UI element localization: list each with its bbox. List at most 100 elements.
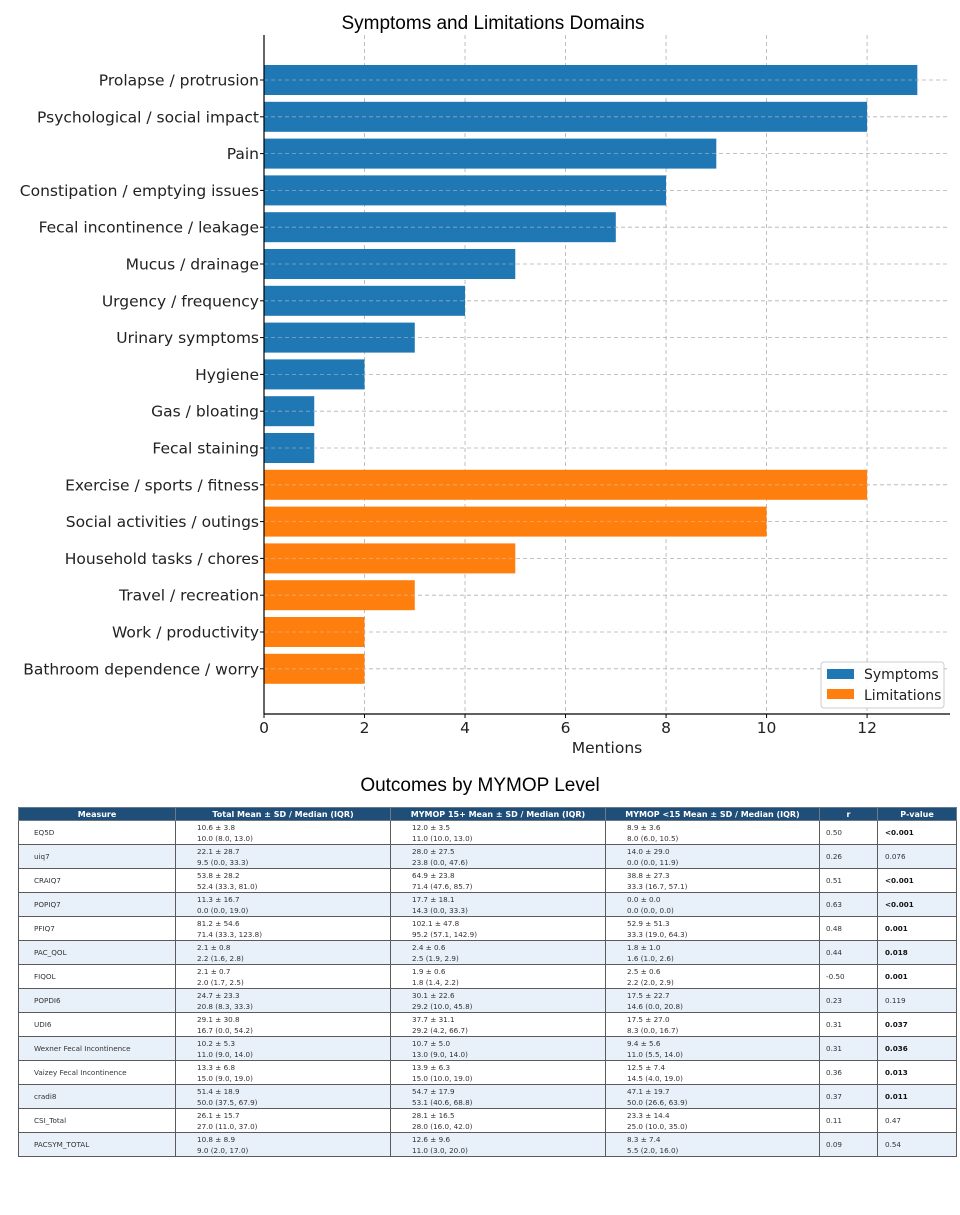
cell-low: 12.5 ± 7.4 14.5 (4.0, 19.0) <box>605 1060 820 1085</box>
table-row: PACSYM_TOTAL 10.8 ± 8.9 9.0 (2.0, 17.0) 12.… <box>18 1132 957 1157</box>
mean-sd: 37.7 ± 31.1 <box>412 1014 455 1024</box>
r-value: 0.63 <box>826 900 843 909</box>
y-tick-label: Urgency / frequency <box>102 292 259 310</box>
mean-sd: 12.5 ± 7.4 <box>627 1062 666 1072</box>
cell-low: 17.5 ± 27.0 8.3 (0.0, 16.7) <box>605 1012 820 1037</box>
cell-total: 2.1 ± 0.8 2.2 (1.6, 2.8) <box>175 940 391 965</box>
measure-name: FIQOL <box>34 972 56 981</box>
x-tick-label: 10 <box>757 719 777 737</box>
p-value: 0.013 <box>885 1068 908 1077</box>
cell-measure: CSI_Total <box>18 1108 176 1133</box>
mean-sd: 52.9 ± 51.3 <box>627 918 670 928</box>
col-header-mymop-low: MYMOP <15 Mean ± SD / Median (IQR) <box>605 807 820 821</box>
cell-total: 10.6 ± 3.8 10.0 (8.0, 13.0) <box>175 820 391 845</box>
mean-sd: 28.1 ± 16.5 <box>412 1110 455 1120</box>
bar-chart: Symptoms and Limitations Domains Prolaps… <box>20 13 950 757</box>
cell-measure: Vaizey Fecal Incontinence <box>18 1060 176 1085</box>
p-value: <0.001 <box>885 900 914 909</box>
mean-sd: 2.4 ± 0.6 <box>412 942 446 952</box>
cell-total: 53.8 ± 28.2 52.4 (33.3, 81.0) <box>175 868 391 893</box>
mean-sd: 10.6 ± 3.8 <box>197 822 236 832</box>
mean-sd: 81.2 ± 54.6 <box>197 918 240 928</box>
cell-r: 0.36 <box>819 1060 878 1085</box>
median-iqr: 2.0 (1.7, 2.5) <box>197 977 244 987</box>
median-iqr: 9.0 (2.0, 17.0) <box>197 1145 249 1155</box>
cell-total: 10.8 ± 8.9 9.0 (2.0, 17.0) <box>175 1132 391 1157</box>
mean-sd: 10.7 ± 5.0 <box>412 1038 451 1048</box>
median-iqr: 50.0 (26.6, 63.9) <box>627 1097 688 1107</box>
table-row: UDI6 29.1 ± 30.8 16.7 (0.0, 54.2) 37.7 ± 31… <box>18 1012 957 1037</box>
measure-name: POPIQ7 <box>34 900 61 909</box>
mean-sd: 102.1 ± 47.8 <box>412 918 460 928</box>
cell-total: 22.1 ± 28.7 9.5 (0.0, 33.3) <box>175 844 391 869</box>
cell-measure: Wexner Fecal Incontinence <box>18 1036 176 1061</box>
median-iqr: 10.0 (8.0, 13.0) <box>197 833 253 843</box>
p-value: 0.001 <box>885 924 908 933</box>
cell-total: 11.3 ± 16.7 0.0 (0.0, 19.0) <box>175 892 391 917</box>
cell-high: 64.9 ± 23.8 71.4 (47.6, 85.7) <box>390 868 606 893</box>
measure-name: Vaizey Fecal Incontinence <box>34 1068 127 1077</box>
x-tick-label: 8 <box>661 719 671 737</box>
mean-sd: 17.7 ± 18.1 <box>412 894 455 904</box>
bar-symptoms <box>264 249 516 279</box>
y-tick-label: Psychological / social impact <box>37 108 259 126</box>
mean-sd: 11.3 ± 16.7 <box>197 894 240 904</box>
median-iqr: 53.1 (40.6, 68.8) <box>412 1097 473 1107</box>
bar-symptoms <box>264 175 667 206</box>
cell-total: 24.7 ± 23.3 20.8 (8.3, 33.3) <box>175 988 391 1013</box>
median-iqr: 0.0 (0.0, 19.0) <box>197 905 249 915</box>
r-value: 0.26 <box>826 852 843 861</box>
r-value: 0.31 <box>826 1044 843 1053</box>
r-value: 0.09 <box>826 1140 843 1149</box>
col-header-pvalue: P-value <box>877 807 957 821</box>
bar-symptoms <box>264 322 415 353</box>
cell-total: 10.2 ± 5.3 11.0 (9.0, 14.0) <box>175 1036 391 1061</box>
mean-sd: 30.1 ± 22.6 <box>412 990 455 1000</box>
mean-sd: 26.1 ± 15.7 <box>197 1110 240 1120</box>
median-iqr: 11.0 (10.0, 13.0) <box>412 833 473 843</box>
outcomes-table: Measure Total Mean ± SD / Median (IQR) M… <box>18 807 957 1157</box>
mean-sd: 2.1 ± 0.7 <box>197 966 231 976</box>
table-row: EQ5D 10.6 ± 3.8 10.0 (8.0, 13.0) 12.0 ± 3.5… <box>18 820 957 845</box>
cell-low: 9.4 ± 5.6 11.0 (5.5, 14.0) <box>605 1036 820 1061</box>
mean-sd: 14.0 ± 29.0 <box>627 846 670 856</box>
median-iqr: 52.4 (33.3, 81.0) <box>197 881 258 891</box>
p-value: 0.011 <box>885 1092 908 1101</box>
median-iqr: 0.0 (0.0, 0.0) <box>627 905 674 915</box>
median-iqr: 29.2 (10.0, 45.8) <box>412 1001 473 1011</box>
median-iqr: 15.0 (10.0, 19.0) <box>412 1073 473 1083</box>
y-tick-labels: Prolapse / protrusion Psychological / soc… <box>20 72 259 679</box>
mean-sd: 12.0 ± 3.5 <box>412 822 451 832</box>
col-header-measure: Measure <box>18 807 176 821</box>
median-iqr: 14.3 (0.0, 33.3) <box>412 905 468 915</box>
cell-high: 37.7 ± 31.1 29.2 (4.2, 66.7) <box>390 1012 606 1037</box>
r-value: 0.36 <box>826 1068 843 1077</box>
cell-low: 2.5 ± 0.6 2.2 (2.0, 2.9) <box>605 964 820 989</box>
cell-high: 30.1 ± 22.6 29.2 (10.0, 45.8) <box>390 988 606 1013</box>
cell-r: 0.11 <box>819 1108 878 1133</box>
table-row: Wexner Fecal Incontinence 10.2 ± 5.3 11.0 … <box>18 1036 957 1061</box>
cell-high: 12.6 ± 9.6 11.0 (3.0, 20.0) <box>390 1132 606 1157</box>
mean-sd: 2.1 ± 0.8 <box>197 942 231 952</box>
r-value: 0.31 <box>826 1020 843 1029</box>
cell-measure: EQ5D <box>18 820 176 845</box>
chart-title: Symptoms and Limitations Domains <box>341 13 644 34</box>
cell-low: 8.3 ± 7.4 5.5 (2.0, 16.0) <box>605 1132 820 1157</box>
mean-sd: 13.9 ± 6.3 <box>412 1062 451 1072</box>
cell-high: 28.0 ± 27.5 23.8 (0.0, 47.6) <box>390 844 606 869</box>
mean-sd: 2.5 ± 0.6 <box>627 966 661 976</box>
cell-pvalue: <0.001 <box>877 868 957 893</box>
cell-pvalue: 0.001 <box>877 916 957 941</box>
cell-high: 2.4 ± 0.6 2.5 (1.9, 2.9) <box>390 940 606 965</box>
cell-low: 0.0 ± 0.0 0.0 (0.0, 0.0) <box>605 892 820 917</box>
bar-limitations <box>264 580 415 611</box>
mean-sd: 51.4 ± 18.9 <box>197 1086 240 1096</box>
cell-high: 102.1 ± 47.8 95.2 (57.1, 142.9) <box>390 916 606 941</box>
cell-pvalue: 0.47 <box>877 1108 957 1133</box>
median-iqr: 27.0 (11.0, 37.0) <box>197 1121 258 1131</box>
y-tick-label: Fecal incontinence / leakage <box>39 219 259 237</box>
cell-r: 0.48 <box>819 916 878 941</box>
median-iqr: 5.5 (2.0, 16.0) <box>627 1145 679 1155</box>
cell-pvalue: <0.001 <box>877 892 957 917</box>
x-tick-label: 12 <box>857 719 877 737</box>
